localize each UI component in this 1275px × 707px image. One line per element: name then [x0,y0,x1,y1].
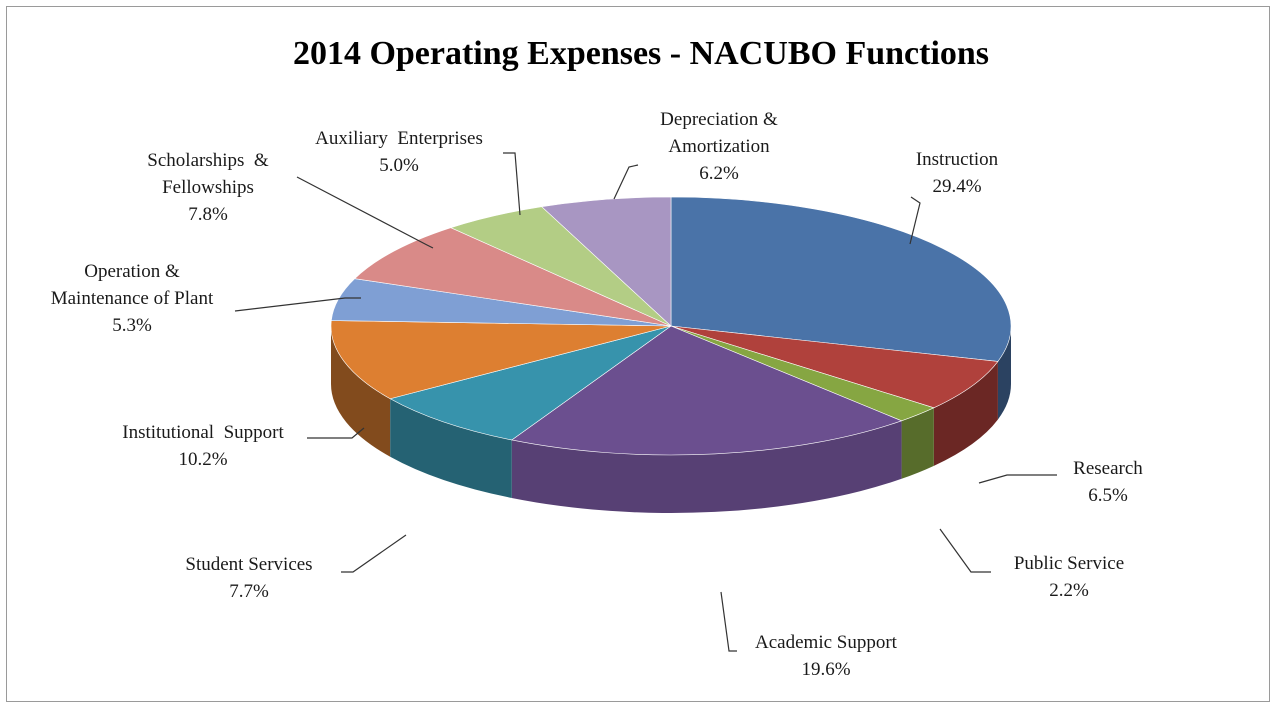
slice-name-label: Institutional Support [122,422,284,443]
slice-side-2 [901,407,934,479]
slice-0 [670,196,1012,362]
slice-value-label: 7.8% [188,204,228,225]
slice-name-label: Amortization [668,136,770,157]
slice-label-6: Operation & Maintenance of Plant 5.3% [51,261,361,336]
slice-name-label: Fellowships [162,177,254,198]
slice-name-label: Scholarships & [147,150,269,171]
slice-label-5: Institutional Support 10.2% [122,422,365,470]
slice-label-2: Public Service 2.2% [939,528,1124,601]
slice-side-4 [390,398,512,498]
slice-side-0 [997,326,1011,420]
slice-value-label: 2.2% [1049,580,1089,601]
slice-3 [511,325,903,456]
slice-value-label: 19.6% [801,659,850,680]
slice-label-1: Research 6.5% [978,458,1143,506]
slice-name-label: Research [1073,458,1143,479]
leader-line-4 [341,534,407,573]
chart-title: 2014 Operating Expenses - NACUBO Functio… [293,35,989,72]
slice-name-label: Auxiliary Enterprises [315,128,483,149]
slice-name-label: Depreciation & [660,109,778,130]
chart-frame: 2014 Operating Expenses - NACUBO Functio… [6,6,1270,702]
slice-7 [354,227,672,327]
leader-line-0 [909,196,921,245]
slice-value-label: 6.5% [1088,485,1128,506]
leader-line-9 [613,164,639,200]
leader-line-2 [939,528,991,573]
pie-sides [331,326,1011,513]
slice-value-label: 5.0% [379,155,419,176]
leader-line-7 [296,176,434,249]
slice-1 [670,325,999,409]
slice-label-8: Auxiliary Enterprises 5.0% [315,128,521,216]
slice-9 [541,196,672,327]
slice-name-label: Operation & [84,261,180,282]
leader-line-3 [720,591,737,652]
slice-name-label: Public Service [1014,553,1124,574]
slice-label-3: Academic Support 19.6% [720,591,898,680]
slice-value-label: 5.3% [112,315,152,336]
slice-4 [389,325,672,441]
slice-name-label: Academic Support [755,632,898,653]
slice-label-4: Student Services 7.7% [185,534,407,602]
slice-side-3 [511,420,902,513]
slice-label-7: Scholarships & Fellowships 7.8% [147,150,434,249]
slice-value-label: 6.2% [699,163,739,184]
slice-side-5 [331,326,391,457]
slice-side-1 [933,361,998,466]
slice-name-label: Instruction [916,149,999,170]
slice-value-label: 29.4% [932,176,981,197]
slice-label-0: Instruction 29.4% [909,149,999,245]
slice-5 [330,320,672,400]
slice-name-label: Student Services [185,554,312,575]
leader-line-5 [307,427,365,439]
leader-line-8 [503,152,521,216]
slice-name-label: Maintenance of Plant [51,288,214,309]
slice-labels: Instruction 29.4% Research 6.5% Public Servi… [51,109,1144,680]
slice-value-label: 7.7% [229,581,269,602]
pie-top [330,196,1012,456]
pie-chart: 2014 Operating Expenses - NACUBO Functio… [51,35,1144,680]
slice-value-label: 10.2% [178,449,227,470]
leader-line-6 [234,297,361,312]
leader-line-1 [978,474,1057,484]
slice-label-9: Depreciation & Amortization 6.2% [613,109,778,200]
